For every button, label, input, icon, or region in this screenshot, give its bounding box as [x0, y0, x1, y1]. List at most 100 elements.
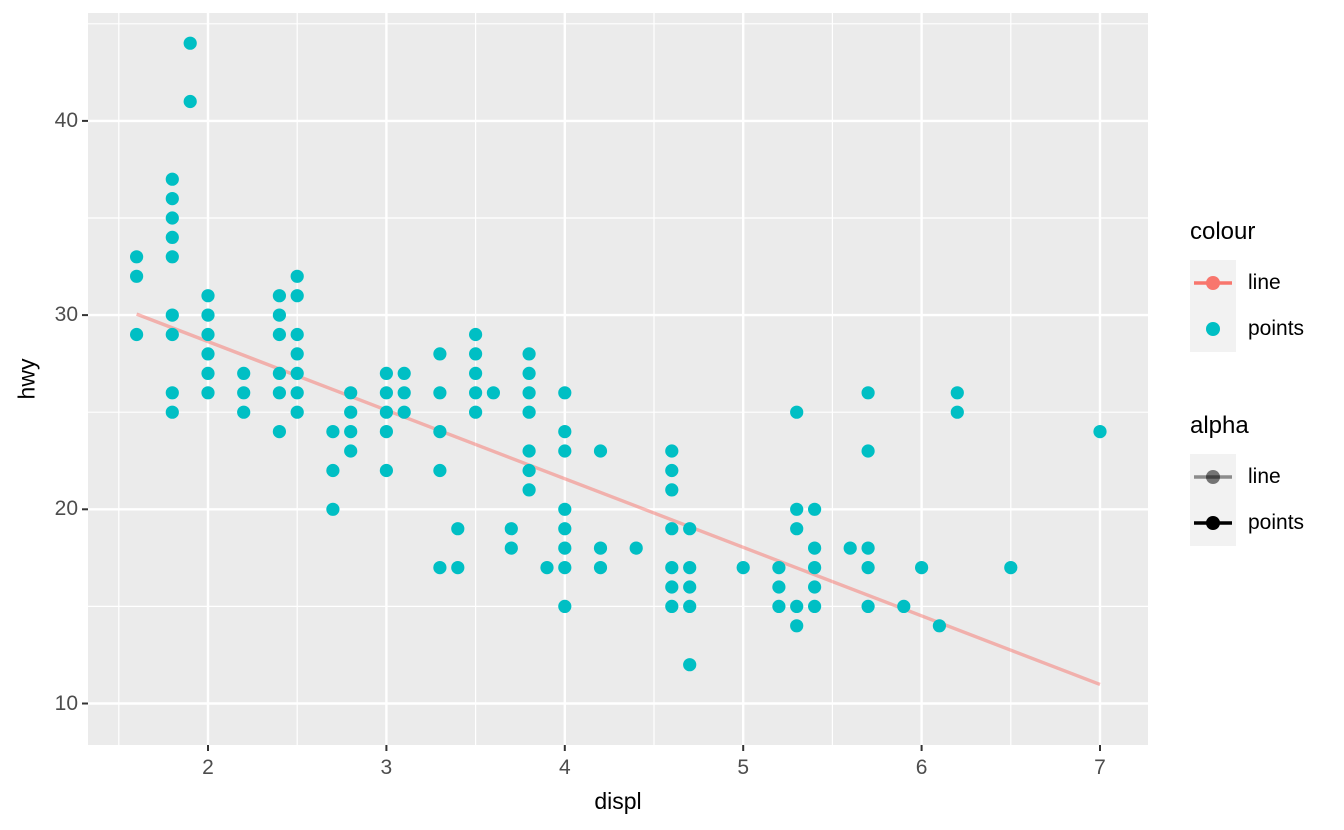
- data-point: [486, 386, 500, 400]
- legend-key-alpha-line: [1190, 454, 1236, 500]
- legend-alpha-item-line: line: [1190, 454, 1340, 500]
- data-point: [469, 347, 483, 361]
- data-point: [201, 386, 215, 400]
- y-tick-label: 30: [54, 303, 78, 327]
- data-point: [593, 541, 608, 555]
- data-point: [451, 561, 465, 575]
- data-point: [130, 250, 144, 264]
- data-point: [397, 366, 411, 380]
- plot-panel: [82, 13, 1148, 751]
- data-point: [344, 425, 358, 439]
- data-point: [522, 386, 536, 400]
- data-point: [629, 541, 643, 555]
- data-point: [522, 405, 536, 419]
- x-tick-label: 2: [202, 756, 214, 779]
- data-point: [290, 347, 304, 361]
- data-point: [558, 444, 572, 458]
- data-point: [201, 308, 215, 322]
- data-point: [290, 366, 304, 380]
- data-point: [165, 211, 179, 225]
- data-point: [272, 308, 286, 322]
- data-point: [272, 327, 286, 342]
- data-point: [790, 619, 804, 633]
- data-point: [808, 541, 822, 555]
- data-point: [326, 502, 340, 516]
- data-point: [522, 366, 536, 380]
- alpha-point-glyph-icon: [1194, 516, 1232, 530]
- data-point: [433, 463, 447, 478]
- legend-alpha-title: alpha: [1190, 412, 1249, 439]
- data-point: [790, 522, 804, 536]
- data-point: [469, 327, 483, 342]
- data-point: [130, 327, 144, 342]
- data-point: [451, 522, 465, 536]
- data-point: [165, 386, 179, 400]
- x-tick-label: 7: [1094, 756, 1106, 779]
- data-point: [772, 599, 786, 614]
- data-point: [201, 366, 215, 380]
- scatter-points: [130, 36, 1107, 672]
- data-point: [237, 386, 251, 400]
- data-point: [593, 561, 608, 575]
- data-point: [736, 561, 750, 575]
- data-point: [772, 561, 786, 575]
- data-point: [344, 405, 358, 419]
- data-point: [379, 366, 393, 380]
- data-point: [433, 561, 447, 575]
- data-point: [558, 502, 572, 516]
- data-point: [433, 347, 447, 361]
- data-point: [326, 463, 340, 478]
- data-point: [558, 386, 572, 400]
- data-point: [165, 308, 179, 322]
- data-point: [379, 425, 393, 439]
- data-point: [665, 522, 679, 536]
- data-point: [558, 561, 572, 575]
- data-point: [165, 172, 179, 186]
- colour-line-glyph-icon: [1194, 276, 1232, 290]
- data-point: [504, 541, 518, 555]
- x-tick-label: 3: [380, 756, 393, 779]
- data-point: [915, 561, 929, 575]
- legend-colour-item-points: points: [1190, 306, 1340, 352]
- data-point: [1004, 561, 1018, 575]
- data-point: [665, 463, 679, 478]
- data-point: [237, 405, 251, 419]
- legend-colour-item-line: line: [1190, 260, 1340, 306]
- data-point: [183, 94, 197, 109]
- data-point: [290, 386, 304, 400]
- data-point: [290, 289, 304, 303]
- data-point: [790, 502, 804, 516]
- data-point: [540, 561, 554, 575]
- data-point: [165, 327, 179, 342]
- data-point: [665, 561, 679, 575]
- data-point: [861, 444, 875, 458]
- data-point: [165, 192, 179, 206]
- data-point: [469, 386, 483, 400]
- data-point: [201, 289, 215, 303]
- data-point: [272, 386, 286, 400]
- data-point: [290, 405, 304, 419]
- data-point: [683, 658, 697, 672]
- data-point: [469, 405, 483, 419]
- data-point: [665, 483, 679, 497]
- data-point: [683, 561, 697, 575]
- x-tick-label: 6: [915, 756, 928, 779]
- data-point: [272, 289, 286, 303]
- data-point: [897, 599, 911, 614]
- data-point: [808, 580, 822, 594]
- data-point: [237, 366, 251, 380]
- y-tick-label: 40: [54, 108, 78, 132]
- legend-colour-label-line: line: [1248, 271, 1281, 294]
- data-point: [397, 386, 411, 400]
- legend-colour: colour line points: [1190, 218, 1340, 352]
- data-point: [344, 444, 358, 458]
- data-point: [344, 386, 358, 400]
- data-point: [130, 269, 144, 283]
- data-point: [504, 522, 518, 536]
- data-point: [683, 522, 697, 536]
- x-axis-title: displ: [594, 788, 642, 814]
- data-point: [950, 386, 964, 400]
- data-point: [272, 366, 286, 380]
- data-point: [683, 599, 697, 614]
